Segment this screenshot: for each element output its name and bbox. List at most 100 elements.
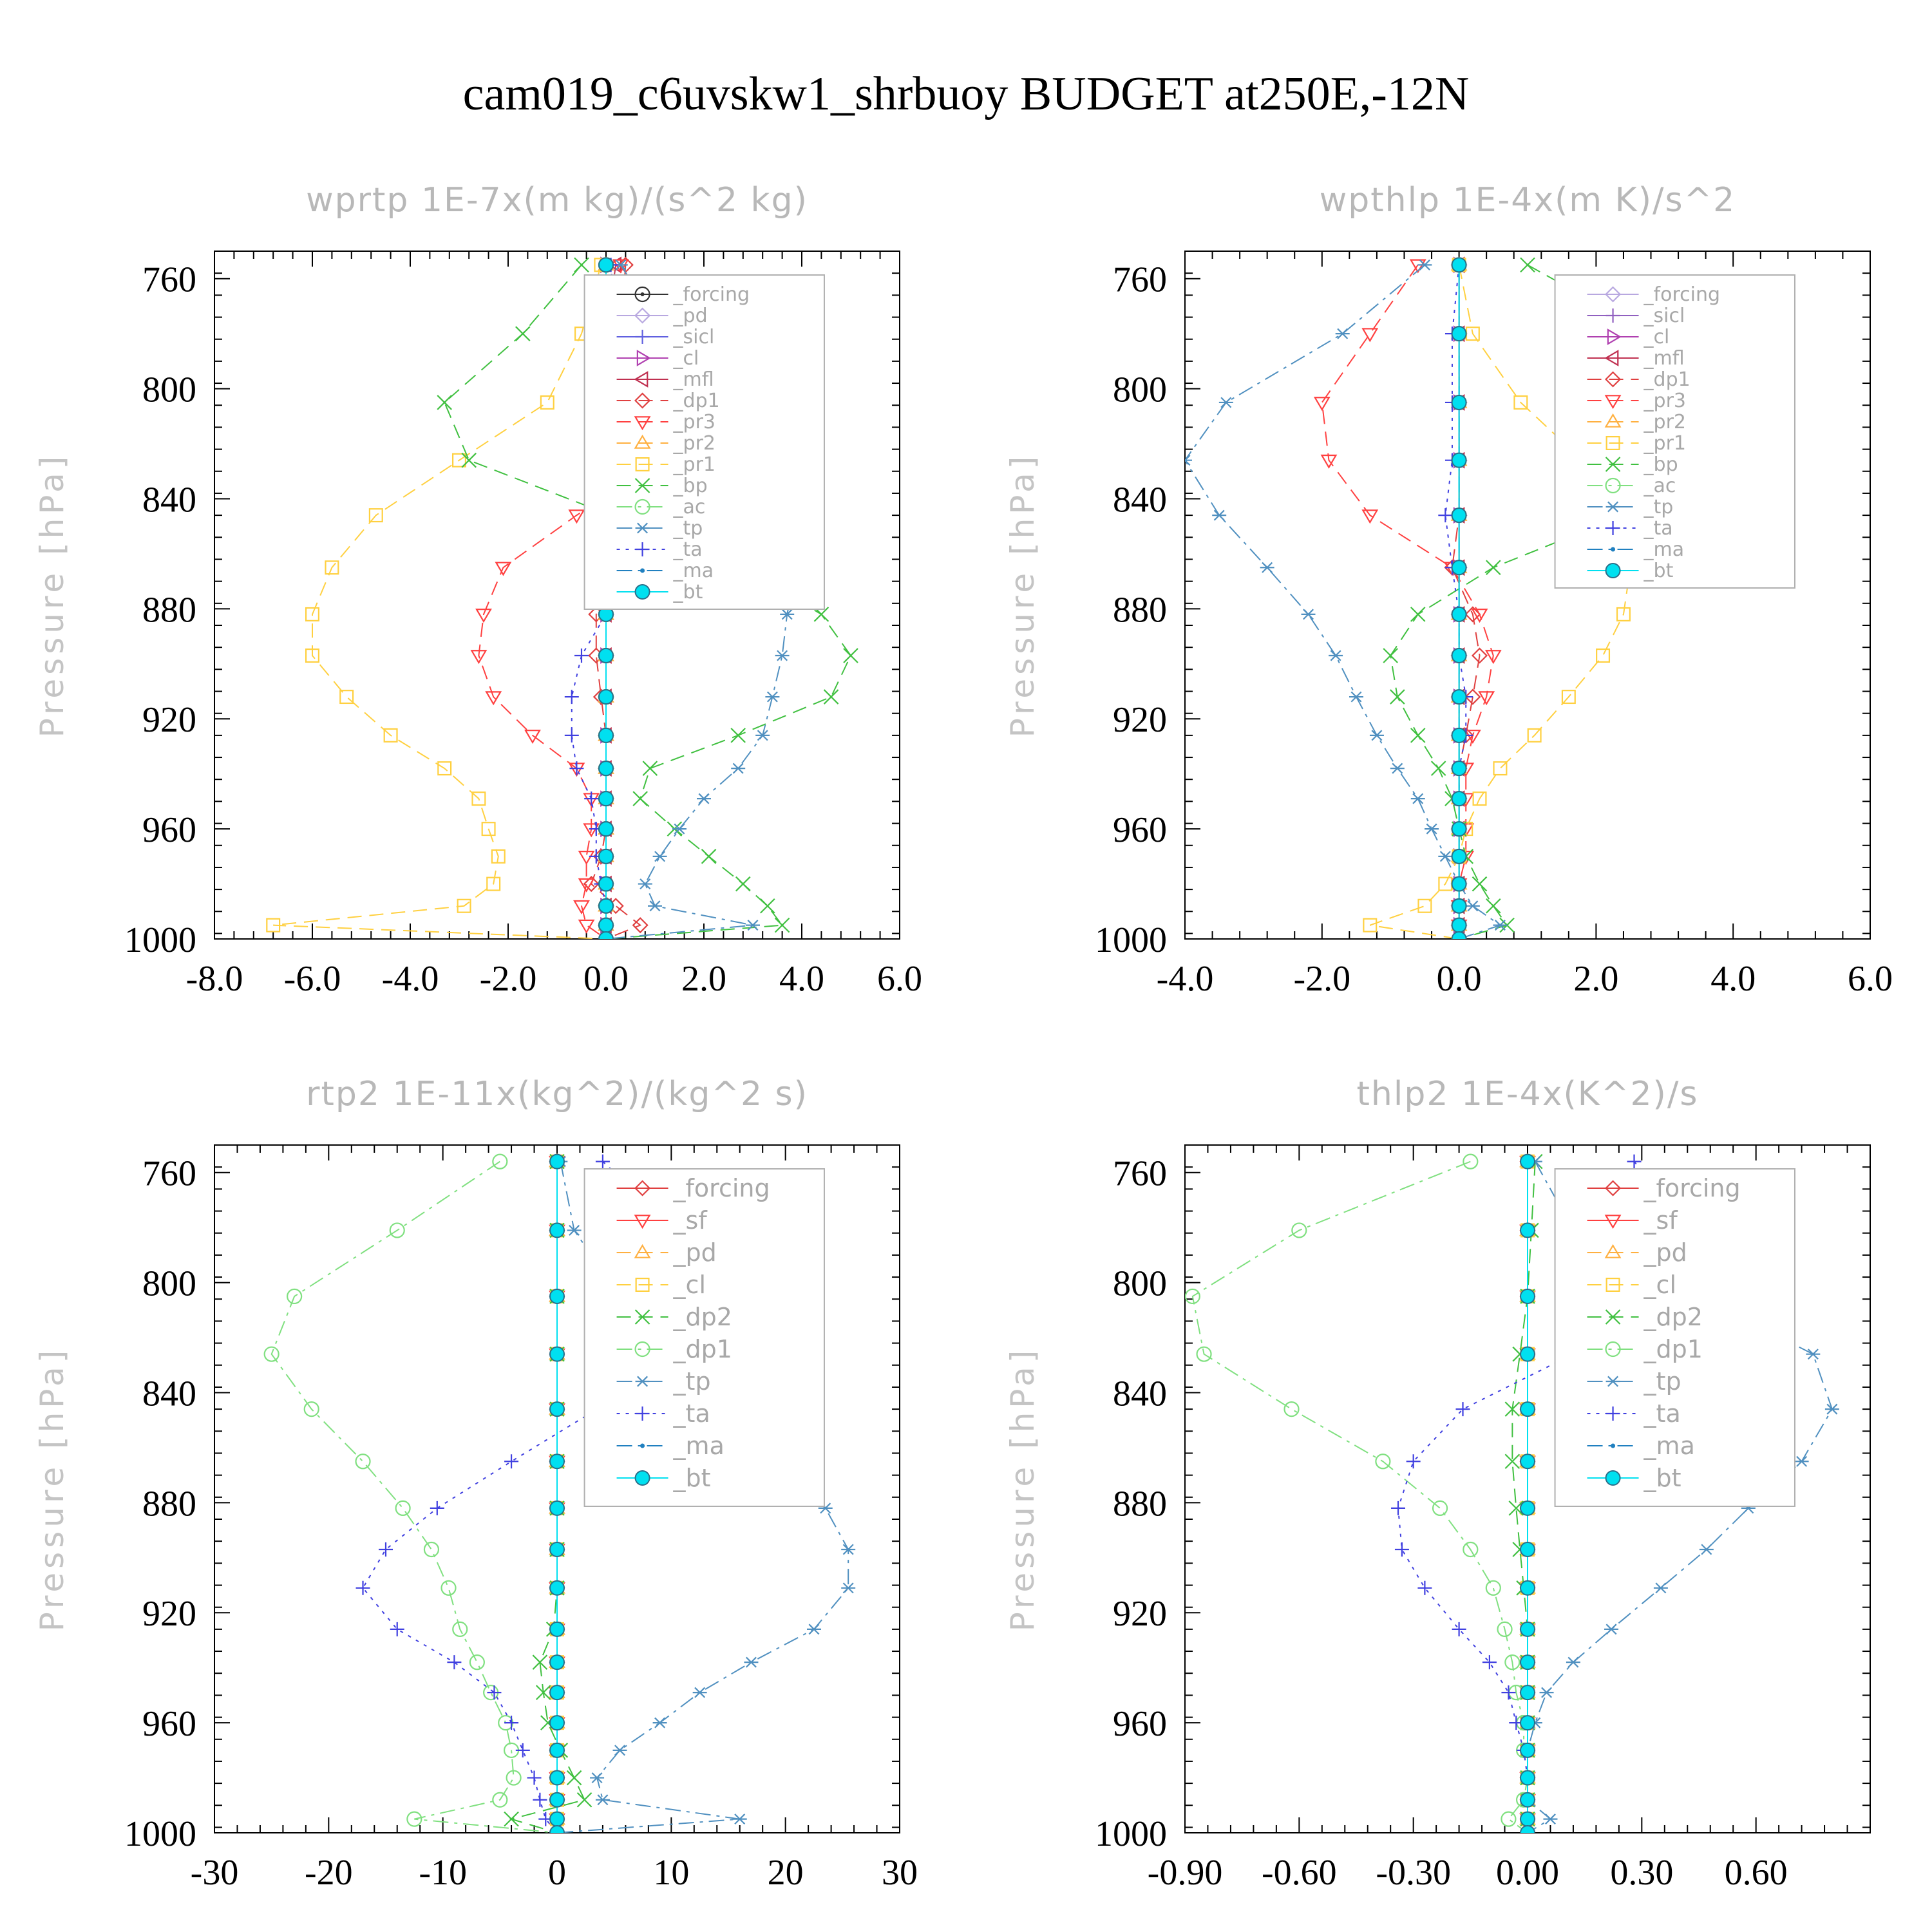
series-marker [549,1288,565,1304]
legend-item: _cl [1587,326,1670,348]
legend-marker [1605,457,1621,472]
series-marker [549,1770,565,1786]
main-title: cam019_c6uvskw1_shrbuoy BUDGET at250E,-1… [463,68,1470,120]
legend-item: _ma [616,560,714,582]
series-marker [1504,1401,1520,1417]
y-tick-label: 960 [142,810,196,850]
series-marker [672,823,687,835]
series-marker [1438,851,1453,862]
series-marker [532,1654,548,1670]
x-tick-label: 0.0 [1437,959,1482,999]
series-marker [1471,609,1488,623]
legend-item: _ma [1587,538,1684,561]
series-marker [1451,821,1467,837]
series-marker [652,851,667,862]
series-marker [1472,791,1487,806]
series-marker [305,648,320,663]
series-line [605,264,817,939]
series-marker [1196,1346,1212,1362]
x-tick-label: 20 [768,1853,804,1893]
x-tick-label: -30 [191,1853,239,1893]
legend-label: _ta [673,538,703,561]
series-marker [569,761,584,776]
series-marker [303,1401,319,1417]
series-marker [495,562,512,576]
series-marker [755,730,770,741]
x-tick-label: 0 [548,1853,566,1893]
series-marker [355,1454,371,1470]
series-line [509,1161,585,1833]
series-marker [1451,791,1467,807]
series-marker [732,1814,747,1825]
legend-marker [1604,1244,1622,1258]
series-marker [1794,1455,1809,1467]
series-marker [475,609,492,623]
legend-item: _ta [616,1399,710,1428]
series-marker [549,1153,565,1170]
legend-item: _ac [1587,475,1676,497]
legend-label: _pr3 [673,411,715,433]
legend-item: _pr1 [1587,432,1686,455]
series-marker [549,1541,565,1557]
legend-marker [634,1341,650,1358]
legend-label: _cl [1643,326,1670,348]
y-tick-label: 1000 [124,1814,196,1854]
legend-marker [636,350,651,366]
series-marker [1699,1544,1714,1555]
series-marker [1451,560,1467,576]
legend-label: _bt [673,1464,711,1492]
series-marker [1520,1621,1535,1637]
legend-label: _sicl [1643,305,1685,327]
legend-item: _pr2 [616,432,715,455]
series-marker [1543,1814,1558,1825]
series-marker [515,1743,530,1757]
series-marker [1501,1685,1516,1700]
legend-marker [634,478,650,493]
series-line [1191,1160,1529,1833]
series-marker [486,876,501,891]
legend-label: _forcing [1643,1174,1741,1202]
series-marker [1561,690,1576,705]
series-marker [774,917,790,933]
legend-item: _pr1 [616,453,715,476]
series-line [556,1161,849,1833]
legend-marker [635,1406,650,1421]
legend-label: _cl [673,347,699,370]
series-marker [1520,1401,1535,1417]
legend-item: _ta [616,538,703,561]
legend-item: _sf [616,1206,708,1235]
series-marker [632,917,649,934]
series-marker [1520,1825,1535,1833]
series-ta [1438,258,1473,939]
series-marker [1478,691,1495,706]
x-tick-label: -10 [419,1853,467,1893]
legend-marker [634,307,651,324]
series-marker [578,919,595,934]
legend-label: _pr3 [1643,390,1686,412]
legend-label: _ac [673,496,706,518]
legend-item: _sicl [616,326,714,348]
panel-3: rtp2 1E-11x(kg^2)/(kg^2 s) Pressure [hPa]… [33,1075,918,1893]
series-marker [549,1621,565,1637]
y-tick-label: 960 [1113,1704,1167,1744]
legend-label: _ta [673,1399,710,1428]
legend-label: _tp [673,517,703,540]
series-marker [1486,560,1501,576]
legend-marker [1605,308,1620,323]
panel-title: wpthlp 1E-4x(m K)/s^2 [1320,181,1736,220]
series-marker [430,1501,444,1515]
series-line [1185,264,1502,939]
series-marker [1482,1655,1497,1670]
legend-item: _tp [616,517,703,540]
series-marker [1824,1403,1839,1415]
series-marker [1451,761,1467,777]
series-marker [574,257,589,273]
series-marker [1451,326,1467,342]
legend-marker [1605,1180,1622,1197]
series-marker [1410,793,1425,804]
legend-label: _pr2 [1643,411,1686,433]
series-marker [1493,920,1508,931]
series-marker [1472,876,1488,892]
legend-label: _pd [673,1238,717,1267]
series-marker [744,1656,759,1668]
